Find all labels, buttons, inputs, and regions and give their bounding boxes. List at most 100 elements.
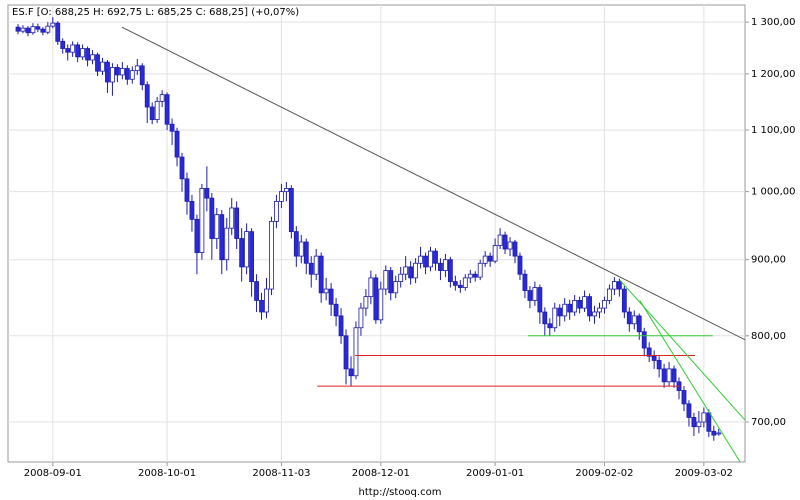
candle-body	[65, 48, 71, 53]
candle-body	[343, 335, 349, 370]
candle-body	[418, 255, 423, 264]
candle-body	[144, 84, 150, 108]
candle-body	[179, 156, 185, 180]
candle-body	[452, 281, 458, 286]
y-tick-label: 1 100,00	[751, 125, 796, 136]
x-tick-label: 2009-02-02	[575, 468, 633, 479]
candle-body	[194, 218, 200, 253]
candle-body	[124, 68, 130, 80]
candle-body	[35, 26, 41, 30]
candle-body	[522, 273, 528, 291]
candle-body	[612, 281, 617, 290]
candle-body	[264, 288, 269, 313]
footer: http://stooq.com	[359, 487, 442, 498]
candle-body	[358, 307, 364, 329]
candle-body	[115, 67, 120, 76]
candle-body	[572, 300, 578, 313]
candle-body	[567, 303, 573, 313]
x-tick-label: 2009-01-01	[466, 468, 524, 479]
candle-body	[651, 355, 657, 361]
candle-body	[487, 255, 493, 262]
candle-body	[303, 241, 309, 264]
candle-body	[308, 262, 314, 275]
candle-body	[686, 403, 692, 418]
candle-body	[388, 270, 394, 294]
candle-body	[378, 288, 384, 321]
candle-body	[184, 178, 190, 202]
candle-body	[70, 44, 76, 53]
trend-line	[639, 300, 741, 462]
candle-body	[577, 300, 583, 309]
candle-body	[15, 26, 21, 32]
candle-body	[512, 241, 518, 257]
candle-body	[154, 100, 160, 120]
candle-body	[249, 231, 254, 282]
candle-body	[691, 417, 697, 428]
candle-body	[433, 250, 438, 264]
candle-body	[592, 311, 597, 317]
candle-body	[616, 281, 622, 290]
grid	[8, 5, 745, 462]
y-tick-label: 1 300,00	[751, 17, 796, 28]
candle-body	[532, 287, 538, 301]
candle-body	[174, 130, 180, 158]
candle-body	[333, 303, 339, 317]
candle-body	[547, 323, 553, 329]
candle-body	[472, 273, 478, 278]
candle-body	[244, 231, 250, 268]
candle-body	[283, 188, 289, 193]
candle-body	[149, 106, 155, 120]
candle-body	[45, 25, 51, 33]
candle-body	[318, 255, 324, 294]
candles	[15, 17, 745, 462]
y-tick-label: 800,00	[751, 331, 786, 342]
candle-body	[542, 311, 548, 325]
candle-body	[661, 368, 667, 383]
candle-body	[259, 300, 264, 313]
candle-body	[338, 315, 344, 337]
x-tick-label: 2009-03-02	[675, 468, 733, 479]
candle-body	[706, 412, 712, 432]
candle-body	[497, 234, 503, 246]
candle-body	[438, 262, 443, 271]
candle-body	[134, 65, 140, 72]
candle-body	[408, 266, 414, 279]
candle-body	[597, 307, 602, 313]
candle-body	[313, 255, 319, 275]
x-tick-label: 2008-09-01	[24, 468, 82, 479]
candle-body	[527, 290, 533, 301]
candle-body	[457, 284, 463, 288]
candle-body	[681, 390, 687, 405]
candle-body	[30, 26, 36, 34]
candle-body	[229, 207, 235, 229]
candle-body	[80, 48, 86, 58]
candle-body	[164, 94, 170, 125]
candle-body	[428, 250, 433, 268]
candle-body	[626, 311, 632, 325]
trend-line	[121, 26, 745, 341]
candle-body	[492, 245, 498, 262]
candle-body	[55, 22, 61, 42]
candle-body	[398, 273, 404, 282]
candle-body	[323, 288, 329, 294]
candle-body	[423, 255, 428, 268]
candle-body	[537, 287, 543, 313]
candle-body	[562, 303, 568, 317]
candle-body	[279, 191, 284, 202]
candle-body	[254, 281, 259, 301]
candle-body	[641, 331, 647, 349]
candle-body	[552, 307, 558, 329]
chart-title: ES.F [O: 688,25 H: 692,75 L: 685,25 C: 6…	[12, 7, 299, 18]
candle-body	[239, 238, 245, 268]
candle-body	[656, 360, 662, 370]
candle-body	[467, 273, 473, 279]
candle-body	[129, 70, 135, 80]
candle-body	[139, 65, 145, 86]
candle-body	[696, 421, 702, 428]
x-tick-label: 2008-11-03	[252, 468, 310, 479]
candle-body	[368, 277, 374, 298]
candle-body	[328, 288, 334, 305]
candle-body	[646, 347, 652, 357]
candle-body	[119, 68, 125, 76]
